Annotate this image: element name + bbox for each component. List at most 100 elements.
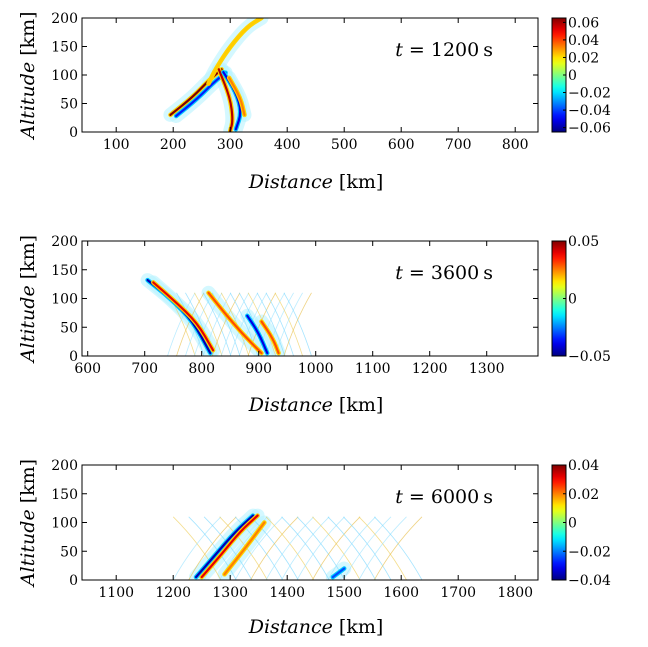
wave-front-3 xyxy=(223,521,266,576)
mesh-line-7 xyxy=(220,292,250,356)
x-tick-label: 300 xyxy=(217,137,244,153)
time-unit: s xyxy=(483,262,493,284)
colorbar-tick-label: −0.04 xyxy=(568,103,611,119)
mesh-line-back-5 xyxy=(202,292,232,356)
wave-front-3 xyxy=(207,18,263,85)
wave-front-2 xyxy=(175,71,227,118)
plot-background xyxy=(82,18,538,132)
plot-background xyxy=(82,241,538,356)
x-tick-label: 500 xyxy=(331,137,358,153)
time-equals: = xyxy=(403,262,431,284)
x-tick-label: 1100 xyxy=(355,361,391,377)
x-tick-label: 1600 xyxy=(383,585,419,601)
mesh-line-7 xyxy=(265,516,315,580)
colorbar-tick-label: 0.02 xyxy=(568,487,599,503)
y-tick-label: 50 xyxy=(60,97,78,113)
mesh-line-back-7 xyxy=(265,516,314,580)
mesh-line-12 xyxy=(343,516,392,580)
x-axis-label: Distance [km] xyxy=(248,616,384,638)
wave-front-4 xyxy=(246,314,269,355)
y-tick-label: 150 xyxy=(51,40,78,56)
x-tick-label: 1800 xyxy=(497,585,533,601)
x-axis-label: Distance [km] xyxy=(248,171,384,193)
colorbar-tick-label: 0 xyxy=(568,68,577,84)
y-tick-label: 50 xyxy=(60,320,78,336)
mesh-line-13 xyxy=(358,516,407,580)
time-equals: = xyxy=(403,39,431,61)
colorbar xyxy=(552,465,566,580)
time-annotation: t = 6000 s xyxy=(395,486,493,508)
x-tick-label: 200 xyxy=(160,137,187,153)
colorbar xyxy=(552,241,566,356)
x-tick-label: 1400 xyxy=(269,585,305,601)
mesh-line-back-11 xyxy=(327,516,376,580)
wave-front-2 xyxy=(152,281,215,352)
x-tick-label: 100 xyxy=(103,137,130,153)
wave-front-6 xyxy=(228,76,246,116)
mesh-line-1 xyxy=(172,516,222,580)
colorbar-tick-label: 0.04 xyxy=(568,458,599,474)
mesh-line-13 xyxy=(274,292,303,356)
wave-front-5 xyxy=(260,320,280,355)
wave-front-4 xyxy=(331,567,346,579)
y-axis-label: Altitude [km] xyxy=(17,11,39,140)
y-tick-label: 200 xyxy=(51,11,78,27)
wave-field xyxy=(163,18,269,132)
mesh-line-back-1 xyxy=(167,292,196,356)
mesh-line-10 xyxy=(312,516,361,580)
colorbar-tick-label: −0.06 xyxy=(568,121,611,137)
colorbar-tick-label: −0.05 xyxy=(568,349,611,365)
x-tick-label: 1700 xyxy=(440,585,476,601)
x-tick-label: 800 xyxy=(502,137,529,153)
mesh-line-back-14 xyxy=(373,516,423,580)
mesh-line-4 xyxy=(194,292,223,356)
x-tick-label: 1100 xyxy=(98,585,134,601)
time-annotation: t = 1200 s xyxy=(395,39,493,61)
time-annotation: t = 3600 s xyxy=(395,262,493,284)
x-axis-unit: [km] xyxy=(333,171,383,193)
y-tick-label: 100 xyxy=(51,292,78,308)
colorbar-tick-label: −0.02 xyxy=(568,86,611,102)
mesh-line-14 xyxy=(283,292,312,356)
wave-field xyxy=(140,273,312,356)
colorbar-tick-label: 0.05 xyxy=(568,234,599,250)
mesh-line-6 xyxy=(250,516,299,580)
mesh-line-back-6 xyxy=(250,516,299,580)
y-tick-label: 150 xyxy=(51,263,78,279)
panel-2: 600 700 800 900 1000 1100 1200 1300 0 50 100 150 200… xyxy=(17,234,611,416)
y-axis-var: Altitude xyxy=(17,285,39,364)
wave-front-4 xyxy=(217,68,234,132)
x-axis-var: Distance xyxy=(248,616,333,638)
mesh-line-back-8 xyxy=(229,292,259,356)
y-tick-label: 200 xyxy=(51,458,78,474)
x-tick-label: 900 xyxy=(245,361,272,377)
y-axis-unit: [km] xyxy=(17,11,39,61)
y-tick-label: 150 xyxy=(51,487,78,503)
x-tick-label: 800 xyxy=(188,361,215,377)
mesh-line-back-13 xyxy=(358,516,407,580)
mesh-line-back-1 xyxy=(172,516,222,580)
x-tick-label: 1200 xyxy=(155,585,191,601)
x-axis-unit: [km] xyxy=(333,394,383,416)
time-value: 6000 xyxy=(431,486,479,508)
y-tick-label: 0 xyxy=(69,573,78,589)
wave-front-1 xyxy=(194,514,255,579)
y-axis-label: Altitude [km] xyxy=(17,235,39,364)
colorbar-tick-label: −0.04 xyxy=(568,573,611,589)
x-tick-label: 1200 xyxy=(412,361,448,377)
x-axis-label: Distance [km] xyxy=(248,394,384,416)
mesh-line-14 xyxy=(374,516,423,580)
time-equals: = xyxy=(403,486,431,508)
x-axis-var: Distance xyxy=(248,171,333,193)
plot-background xyxy=(82,465,538,580)
mesh-line-11 xyxy=(327,516,376,580)
time-value: 1200 xyxy=(431,39,479,61)
mesh-line-back-12 xyxy=(343,516,392,580)
y-tick-label: 100 xyxy=(51,516,78,532)
time-var: t xyxy=(395,39,403,61)
x-tick-label: 600 xyxy=(388,137,415,153)
colorbar-tick-label: −0.02 xyxy=(568,544,611,560)
wave-front-2 xyxy=(200,514,259,579)
